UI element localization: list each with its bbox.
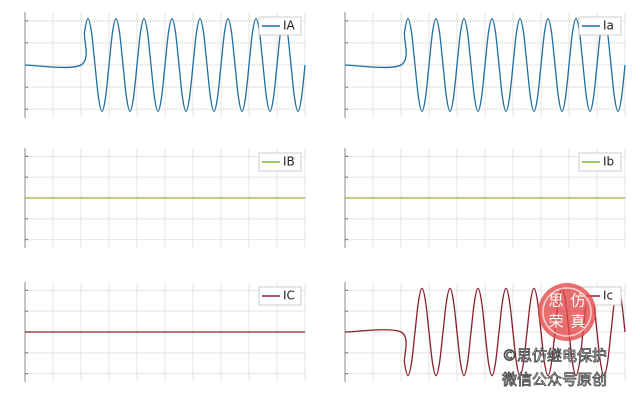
subplot: IA bbox=[24, 12, 306, 118]
watermark-text: ©思仿继电保护 bbox=[502, 347, 607, 365]
legend-label: Ia bbox=[603, 19, 614, 33]
legend-label: Ic bbox=[603, 289, 613, 303]
legend: Ib bbox=[578, 152, 622, 172]
legend: IC bbox=[258, 286, 302, 306]
legend-label: IC bbox=[283, 289, 295, 303]
line-series bbox=[344, 17, 626, 113]
legend-label: IB bbox=[283, 155, 295, 169]
legend: IB bbox=[258, 152, 302, 172]
stamp bbox=[538, 283, 596, 341]
subplot: Ib bbox=[344, 148, 626, 248]
subplot: IC bbox=[24, 282, 306, 382]
stamp-char: 思 bbox=[548, 292, 563, 310]
subplot: IB bbox=[24, 148, 306, 248]
watermark: 思 仿 荣 真 ©思仿继电保护 微信公众号原创 bbox=[502, 283, 607, 389]
stamp-char: 真 bbox=[570, 313, 585, 331]
stamp-ring bbox=[542, 287, 592, 337]
watermark-text: 微信公众号原创 bbox=[502, 371, 607, 389]
legend: Ia bbox=[578, 16, 622, 36]
subplot: Ia bbox=[344, 12, 626, 118]
legend-label: IA bbox=[283, 19, 296, 33]
legend-label: Ib bbox=[603, 155, 614, 169]
stamp-char: 荣 bbox=[548, 313, 563, 331]
legend: IA bbox=[258, 16, 302, 36]
stamp-char: 仿 bbox=[570, 292, 585, 310]
line-series bbox=[24, 17, 306, 113]
